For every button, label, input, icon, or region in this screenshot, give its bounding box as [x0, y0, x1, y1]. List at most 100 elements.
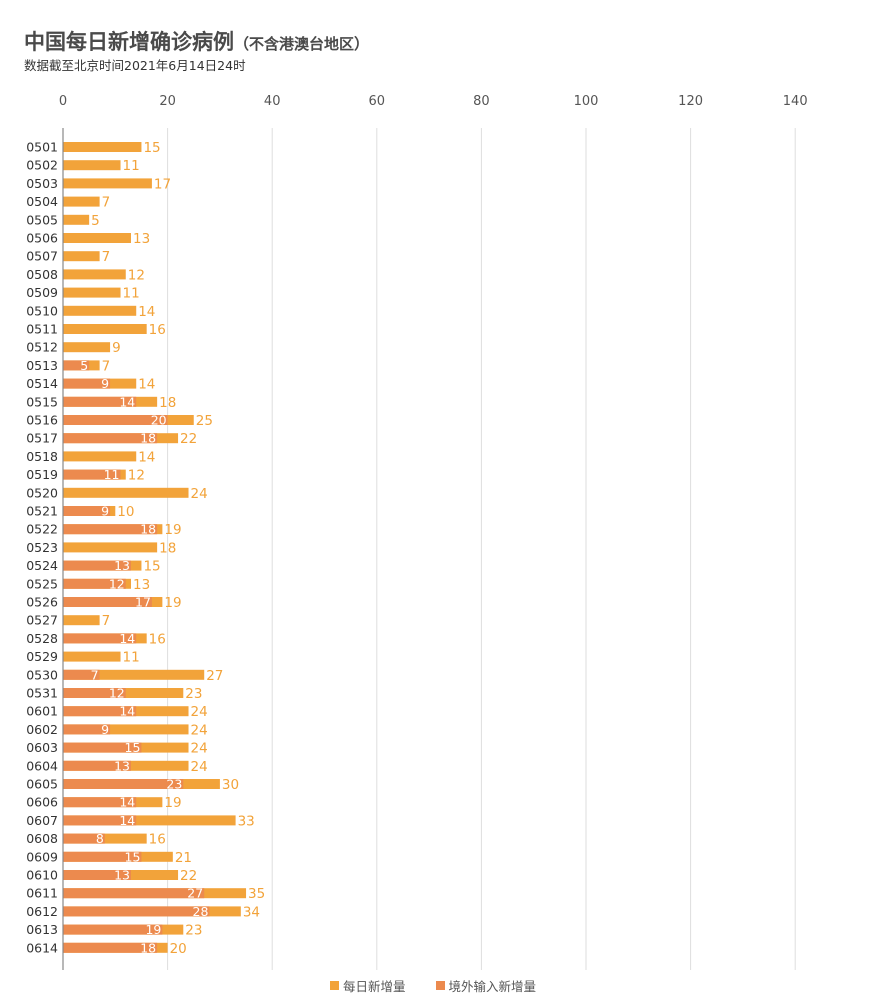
category-label: 0524: [26, 558, 58, 573]
category-label: 0602: [26, 722, 58, 737]
data-label-total: 11: [123, 650, 140, 666]
data-label-total: 24: [191, 704, 208, 720]
data-label-total: 10: [117, 504, 134, 520]
data-label-total: 7: [102, 613, 111, 629]
data-label-total: 12: [128, 468, 145, 484]
category-label: 0519: [26, 467, 58, 482]
bar-imported: [63, 378, 111, 389]
category-label: 0604: [26, 758, 58, 773]
x-tick-label: 40: [264, 94, 281, 109]
category-label: 0608: [26, 831, 58, 846]
data-label-total: 14: [138, 304, 155, 320]
legend-item-total: 每日新增量: [330, 976, 406, 995]
data-label-total: 7: [102, 249, 111, 265]
category-label: 0522: [26, 522, 58, 537]
data-label-total: 25: [196, 413, 213, 429]
data-label-total: 30: [222, 777, 239, 793]
category-label: 0518: [26, 449, 58, 464]
bar-imported: [63, 578, 126, 589]
category-label: 0503: [26, 176, 58, 191]
legend-label-total: 每日新增量: [343, 979, 406, 994]
bar-total: [63, 669, 205, 680]
data-label-imported: 18: [140, 431, 156, 446]
data-label-total: 14: [138, 377, 155, 393]
bar-imported: [63, 633, 137, 644]
bar-total: [63, 815, 236, 826]
data-label-total: 14: [138, 449, 155, 465]
category-label: 0525: [26, 576, 58, 591]
category-label: 0528: [26, 631, 58, 646]
data-label-imported: 8: [96, 831, 104, 846]
data-label-total: 15: [143, 140, 160, 156]
legend-item-imported: 境外输入新增量: [435, 976, 536, 995]
data-label-imported: 13: [114, 558, 130, 573]
data-label-imported: 12: [109, 686, 125, 701]
bar-total: [63, 142, 142, 152]
bar-imported: [63, 797, 137, 808]
chart-title-note: （不含港澳台地区）: [234, 35, 370, 53]
category-label: 0507: [26, 249, 58, 264]
bar-imported: [63, 724, 111, 735]
category-label: 0523: [26, 540, 58, 555]
chart-subtitle: 数据截至北京时间2021年6月14日24时: [24, 58, 246, 73]
category-label: 0514: [26, 376, 58, 391]
data-label-total: 5: [91, 213, 100, 229]
category-label: 0520: [26, 485, 58, 500]
data-label-total: 15: [143, 559, 160, 575]
bar-total: [63, 651, 121, 662]
bar-imported: [63, 851, 142, 862]
bar-imported: [63, 415, 168, 425]
data-label-total: 35: [248, 886, 265, 902]
bar-total: [63, 196, 100, 207]
bar-imported: [63, 560, 131, 571]
bar-imported: [63, 524, 158, 535]
bar-total: [63, 542, 158, 553]
category-label: 0512: [26, 340, 58, 355]
data-label-imported: 14: [119, 795, 135, 810]
data-label-imported: 7: [91, 667, 99, 682]
bar-imported: [63, 669, 100, 680]
bar-total: [63, 233, 131, 243]
x-tick-label: 100: [574, 94, 599, 109]
category-label: 0527: [26, 613, 58, 628]
data-label-imported: 17: [135, 595, 151, 610]
data-label-total: 19: [164, 595, 181, 611]
bar-imported: [63, 815, 137, 826]
bar-imported: [63, 870, 131, 880]
category-label: 0521: [26, 504, 58, 519]
category-label: 0607: [26, 813, 58, 828]
data-label-imported: 13: [114, 868, 130, 883]
data-label-total: 12: [128, 267, 145, 283]
data-label-imported: 13: [114, 758, 130, 773]
data-label-imported: 20: [151, 413, 167, 428]
bar-imported: [63, 833, 105, 844]
data-label-imported: 27: [187, 886, 203, 901]
data-label-total: 27: [206, 668, 223, 684]
data-label-total: 19: [164, 522, 181, 538]
x-tick-label: 120: [678, 94, 703, 109]
legend-swatch-imported: [435, 981, 445, 990]
chart-title: 中国每日新增确诊病例（不含港澳台地区）: [24, 26, 369, 56]
data-label-total: 17: [154, 176, 171, 192]
category-label: 0614: [26, 940, 58, 955]
bar-imported: [63, 924, 163, 935]
data-label-total: 11: [123, 286, 140, 302]
category-label: 0530: [26, 667, 58, 682]
data-label-imported: 9: [101, 504, 109, 519]
data-label-total: 21: [175, 850, 192, 866]
bar-total: [63, 615, 100, 626]
data-label-total: 9: [112, 340, 121, 356]
bar-total: [63, 214, 90, 225]
bar-total: [63, 451, 137, 462]
data-label-imported: 14: [119, 813, 135, 828]
bar-imported: [63, 597, 152, 607]
category-label: 0511: [26, 322, 58, 337]
bar-imported: [63, 688, 126, 698]
category-label: 0508: [26, 267, 58, 282]
data-label-imported: 18: [140, 940, 156, 955]
category-label: 0513: [26, 358, 58, 373]
x-tick-label: 140: [783, 94, 808, 109]
data-label-total: 16: [149, 322, 166, 338]
bar-imported: [63, 906, 210, 917]
